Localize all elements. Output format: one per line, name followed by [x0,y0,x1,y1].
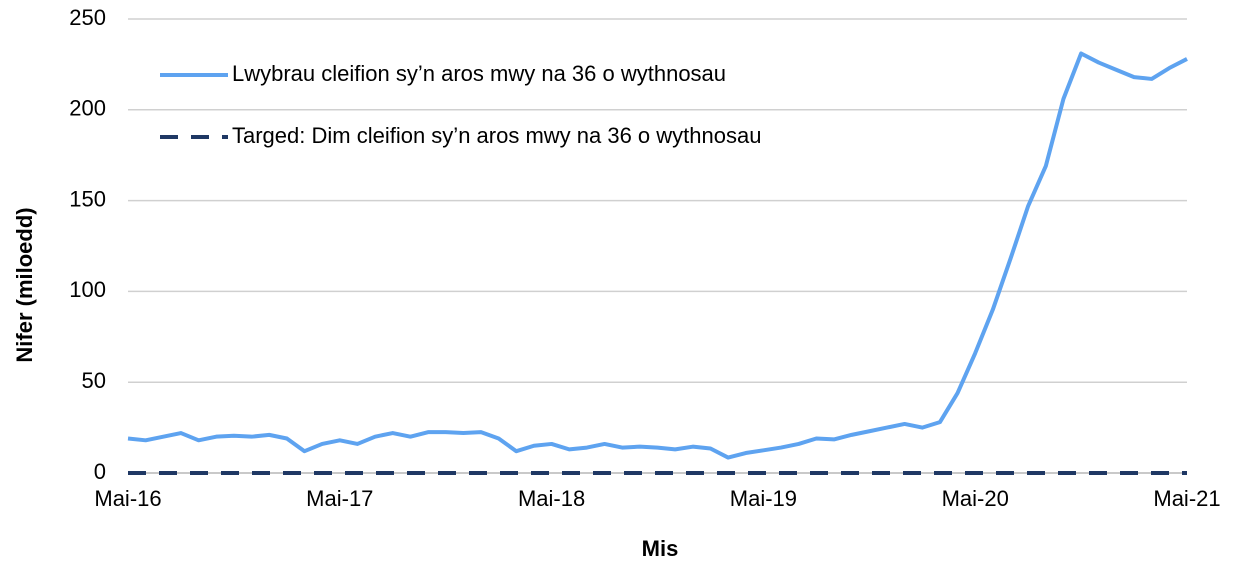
y-tick-label: 250 [69,5,106,30]
legend-label: Targed: Dim cleifion sy’n aros mwy na 36… [232,123,761,148]
y-tick-label: 0 [94,459,106,484]
y-tick-label: 50 [82,368,106,393]
x-tick-label: Mai-21 [1153,486,1220,511]
x-tick-label: Mai-20 [942,486,1009,511]
data-line [127,51,1188,460]
y-tick-label: 100 [69,277,106,302]
y-axis-title: Nifer (miloedd) [12,207,37,362]
x-tick-label: Mai-17 [306,486,373,511]
legend-label: Lwybrau cleifion sy’n aros mwy na 36 o w… [232,61,726,86]
y-tick-label: 200 [69,96,106,121]
x-tick-label: Mai-16 [94,486,161,511]
x-axis-title: Mis [642,536,679,561]
x-tick-label: Mai-18 [518,486,585,511]
y-tick-label: 150 [69,186,106,211]
x-tick-label: Mai-19 [730,486,797,511]
